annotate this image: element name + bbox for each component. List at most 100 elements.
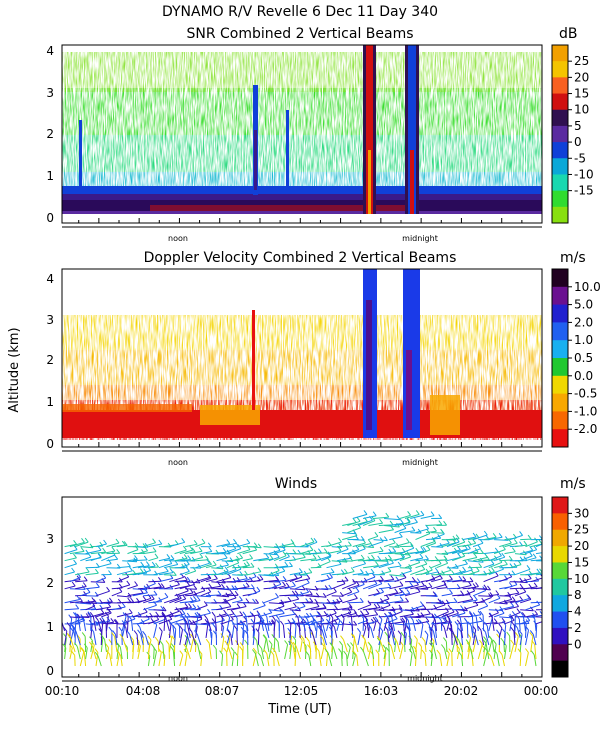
wind-barb — [347, 520, 361, 526]
wind-barb — [378, 558, 392, 562]
wind-barb-flag — [340, 635, 344, 641]
wind-barb — [330, 626, 333, 638]
wind-barb-flag — [536, 568, 541, 574]
wind-barb — [247, 546, 262, 549]
wind-barb — [74, 619, 85, 625]
wind-barb-flag — [223, 647, 228, 653]
wind-barb — [509, 534, 523, 541]
wind-barb — [388, 618, 390, 631]
wind-barb-flag — [425, 568, 430, 574]
wind-barb-flag — [128, 608, 133, 614]
wind-barb-flag — [97, 545, 102, 551]
wind-barb — [169, 597, 182, 604]
wind-barb — [525, 549, 537, 555]
wind-barb-flag — [189, 588, 194, 594]
wind-barb — [410, 557, 424, 562]
wind-barb — [446, 579, 462, 583]
wind-barb-flag — [388, 626, 392, 632]
wind-barb-flag — [100, 608, 105, 614]
wind-barb — [245, 615, 249, 631]
wind-barb — [301, 618, 306, 632]
wind-barb — [389, 600, 404, 604]
wind-barb — [172, 625, 176, 638]
wind-barb — [64, 637, 67, 653]
wind-barb — [445, 641, 448, 653]
wind-barb — [190, 618, 203, 625]
wind-barb-flag — [546, 582, 549, 586]
wind-barb — [253, 579, 264, 583]
wind-barb — [174, 629, 177, 646]
wind-barb — [186, 633, 191, 646]
snr-colorbar-segment — [552, 206, 568, 224]
wind-barb — [342, 535, 358, 541]
wind-barb — [501, 654, 505, 667]
wind-barb-flag — [501, 617, 506, 623]
wind-barb-flag — [203, 601, 208, 606]
wind-barb — [320, 646, 325, 660]
wind-barb — [394, 577, 407, 583]
wind-barb — [436, 621, 448, 625]
wind-barb-flag — [89, 543, 94, 549]
wind-barb — [389, 522, 404, 526]
wind-barb — [116, 570, 133, 576]
wind-barb — [472, 590, 486, 597]
wind-barb — [64, 543, 77, 548]
wind-barb — [211, 581, 226, 584]
wind-barb-flag — [349, 605, 353, 611]
wind-barb-flag — [182, 545, 187, 551]
wind-barb — [169, 618, 185, 625]
wind-barb — [488, 536, 503, 541]
wind-barb-flag — [300, 635, 305, 640]
wind-barb — [471, 614, 474, 631]
wind-barb-flag — [510, 602, 515, 607]
wind-barb-flag — [89, 611, 94, 617]
wind-barb-flag — [492, 532, 497, 538]
wind-barb-flag — [301, 585, 306, 591]
wind-barb — [535, 621, 542, 625]
wind-barb — [389, 621, 405, 625]
wind-barb — [264, 624, 270, 639]
wind-barb — [457, 569, 473, 576]
wind-barb — [431, 533, 445, 541]
wind-barb-flag — [353, 620, 358, 626]
wind-barb — [246, 626, 249, 638]
winds-colorbar-segment — [552, 627, 568, 645]
wind-barb — [483, 571, 495, 576]
wind-barb — [520, 538, 532, 541]
wind-barb — [509, 564, 522, 569]
wind-barb-flag — [270, 650, 275, 656]
wind-barb — [258, 574, 275, 577]
wind-barb — [509, 619, 513, 631]
wind-barb — [362, 626, 367, 639]
wind-barb — [534, 644, 537, 660]
wind-barb — [69, 637, 76, 653]
wind-barb — [352, 572, 364, 576]
wind-barb — [534, 619, 537, 631]
wind-barb-flag — [118, 626, 123, 632]
wind-barb-flag — [244, 639, 249, 645]
wind-barb — [387, 636, 390, 653]
wind-barb-flag — [424, 584, 429, 590]
wind-barb — [174, 579, 188, 583]
winds-colorbar-segment — [552, 611, 568, 629]
wind-barb-flag — [74, 642, 78, 648]
wind-barb-flag — [295, 622, 300, 628]
wind-barb-flag — [249, 576, 253, 582]
wind-barb — [362, 520, 376, 526]
wind-barb — [478, 597, 492, 604]
wind-barb-flag — [304, 615, 308, 621]
wind-barb — [462, 599, 478, 604]
wind-barb-flag — [489, 612, 494, 618]
wind-barb — [300, 572, 312, 576]
wind-barb-flag — [548, 536, 551, 540]
snr-colorbar-segment — [552, 77, 568, 95]
wind-barb — [514, 581, 528, 584]
wind-barb — [90, 556, 102, 562]
wind-barb-flag — [127, 597, 132, 603]
wind-barb — [197, 644, 202, 660]
wind-barb-flag — [270, 620, 275, 626]
wind-barb-flag — [387, 554, 392, 560]
wind-barb — [452, 570, 466, 576]
wind-barb-flag — [319, 620, 324, 626]
wind-barb-flag — [229, 589, 234, 595]
